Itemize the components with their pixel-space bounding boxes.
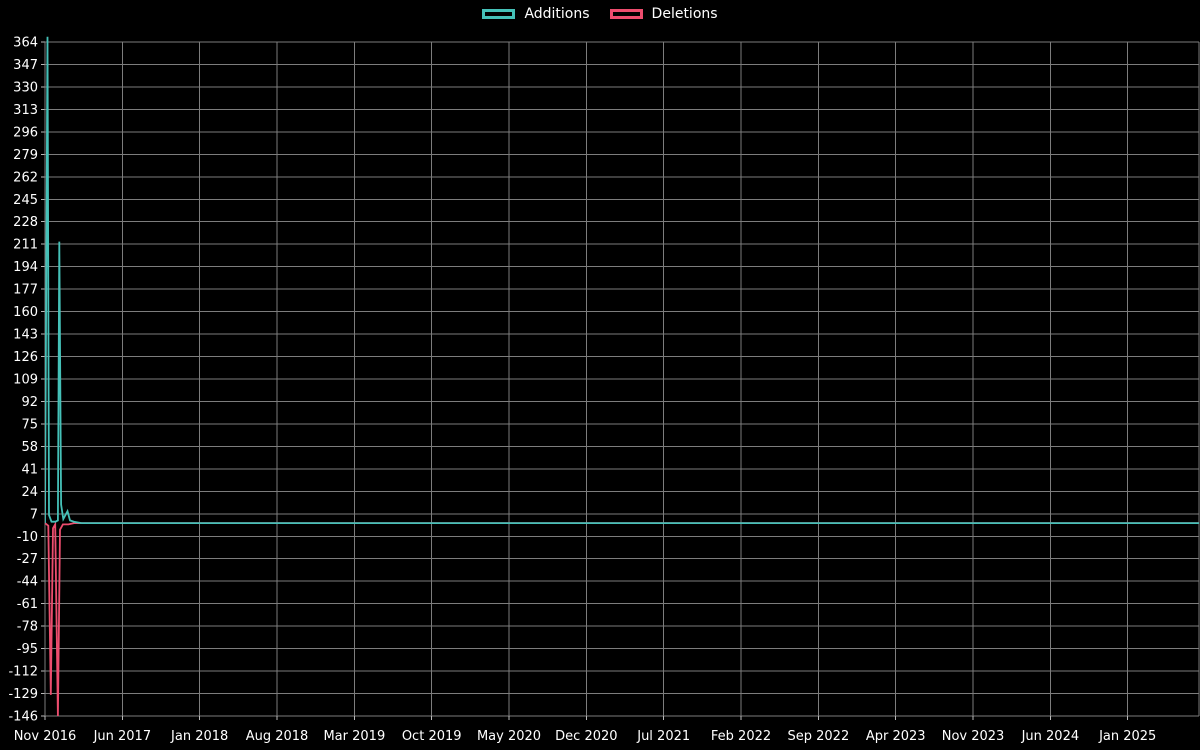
- x-tick-label: Apr 2023: [866, 729, 926, 744]
- x-tick-label: Nov 2016: [14, 729, 77, 744]
- x-tick-label: Jul 2021: [636, 729, 690, 744]
- additions-line: [45, 36, 1199, 524]
- legend-item-additions[interactable]: Additions: [482, 6, 590, 22]
- y-tick-label: 41: [21, 462, 38, 477]
- y-tick-label: 364: [13, 36, 38, 51]
- y-tick-label: 126: [13, 350, 38, 365]
- y-tick-label: 24: [21, 485, 38, 500]
- y-tick-label: 228: [13, 215, 38, 230]
- legend-item-deletions[interactable]: Deletions: [609, 6, 718, 22]
- y-tick-label: -129: [8, 687, 38, 702]
- y-tick-label: 160: [13, 305, 38, 320]
- y-tick-label: 279: [13, 148, 38, 163]
- deletions-swatch-icon: [609, 9, 643, 19]
- y-tick-label: 262: [13, 170, 38, 185]
- y-tick-label: 58: [21, 440, 38, 455]
- y-tick-label: -44: [17, 575, 38, 590]
- x-tick-label: Jun 2024: [1021, 729, 1080, 744]
- legend-label-additions: Additions: [524, 6, 590, 22]
- y-tick-label: 211: [13, 238, 38, 253]
- x-tick-label: Jan 2025: [1098, 729, 1156, 744]
- y-tick-label: -10: [17, 530, 38, 545]
- y-tick-label: 177: [13, 283, 38, 298]
- x-tick-label: Nov 2023: [942, 729, 1005, 744]
- x-tick-label: Jan 2018: [170, 729, 228, 744]
- y-tick-label: 296: [13, 125, 38, 140]
- x-tick-label: Mar 2019: [323, 729, 385, 744]
- y-tick-label: -61: [17, 597, 38, 612]
- y-tick-label: 92: [21, 395, 38, 410]
- x-tick-label: Sep 2022: [788, 729, 850, 744]
- y-tick-label: 330: [13, 80, 38, 95]
- y-tick-label: 109: [13, 373, 38, 388]
- additions-swatch-icon: [482, 9, 516, 19]
- x-tick-label: Aug 2018: [246, 729, 309, 744]
- x-tick-label: May 2020: [477, 729, 541, 744]
- y-tick-label: 194: [13, 260, 38, 275]
- y-tick-label: 313: [13, 103, 38, 118]
- y-tick-label: 143: [13, 328, 38, 343]
- x-tick-label: Feb 2022: [711, 729, 771, 744]
- y-tick-label: -95: [17, 642, 38, 657]
- y-tick-label: -112: [8, 665, 38, 680]
- y-tick-label: 245: [13, 193, 38, 208]
- deletions-line: [45, 521, 1199, 717]
- x-tick-label: Dec 2020: [555, 729, 617, 744]
- x-tick-label: Oct 2019: [402, 729, 462, 744]
- y-tick-label: 7: [30, 507, 38, 522]
- y-tick-label: -78: [17, 620, 38, 635]
- y-tick-label: -146: [8, 710, 38, 725]
- y-tick-label: 347: [13, 58, 38, 73]
- y-tick-label: 75: [21, 417, 38, 432]
- chart-legend: Additions Deletions: [0, 7, 1200, 21]
- legend-label-deletions: Deletions: [651, 6, 718, 22]
- x-tick-label: Jun 2017: [93, 729, 152, 744]
- y-tick-label: -27: [17, 552, 38, 567]
